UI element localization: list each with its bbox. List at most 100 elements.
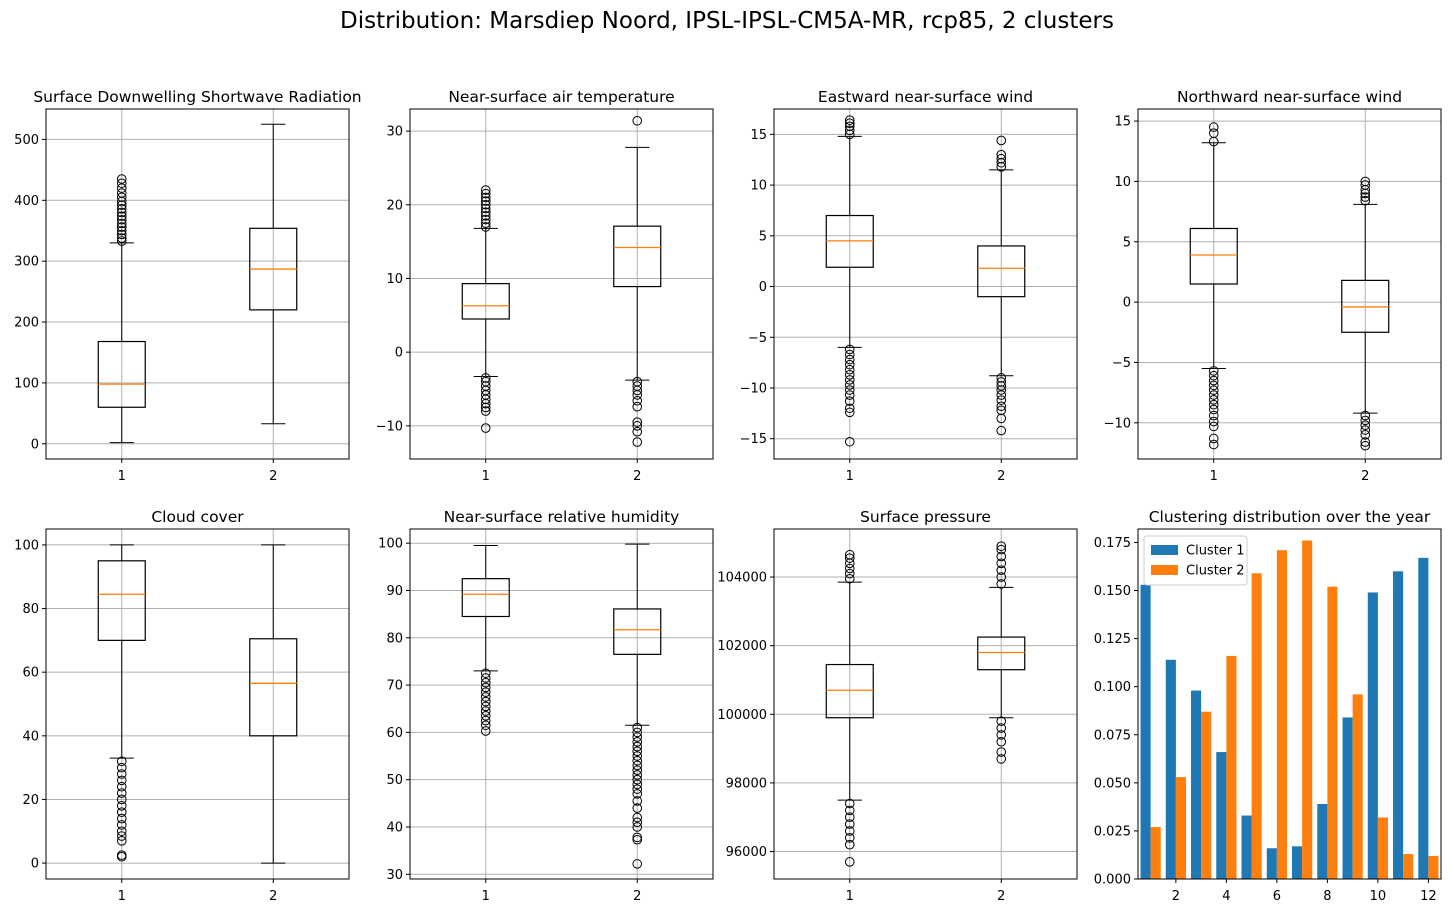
outlier-point bbox=[844, 121, 855, 132]
subplot-3: Eastward near-surface wind −15 −10 −5 0 5 10 15… bbox=[740, 88, 1078, 484]
outlier-point bbox=[1360, 410, 1371, 421]
bar bbox=[1377, 817, 1388, 879]
outlier-point bbox=[116, 225, 127, 236]
outlier-point bbox=[996, 551, 1007, 562]
y-tick-label: 200 bbox=[14, 316, 39, 331]
outlier-point bbox=[116, 183, 127, 193]
outlier-point bbox=[116, 851, 127, 862]
outlier-point bbox=[844, 118, 855, 129]
y-tick-label: 0.175 bbox=[1094, 536, 1131, 551]
y-tick-label: 60 bbox=[22, 666, 39, 681]
outlier-point bbox=[116, 762, 127, 773]
x-tick-label: 12 bbox=[1420, 889, 1437, 904]
outlier-point bbox=[632, 770, 643, 780]
outlier-point bbox=[844, 826, 855, 836]
outlier-point bbox=[1360, 437, 1371, 447]
y-tick-label: 0.125 bbox=[1094, 632, 1131, 647]
subplot-title: Clustering distribution over the year bbox=[1149, 508, 1431, 526]
outlier-point bbox=[996, 385, 1007, 395]
outlier-point bbox=[1208, 370, 1219, 381]
outlier-point bbox=[116, 781, 127, 792]
x-tick-label: 10 bbox=[1370, 889, 1387, 904]
outlier-point bbox=[480, 692, 491, 702]
outlier-point bbox=[1360, 415, 1371, 426]
outlier-point bbox=[844, 833, 855, 843]
outlier-point bbox=[632, 390, 643, 400]
axes-frame bbox=[773, 528, 1078, 880]
y-tick-label: 0 bbox=[31, 857, 39, 872]
outlier-point bbox=[116, 174, 127, 184]
subplot-6: Near-surface relative humidity 30 40 50 60 70… bbox=[378, 508, 714, 904]
outlier-point bbox=[480, 402, 491, 413]
outlier-point bbox=[480, 682, 491, 693]
outlier-point bbox=[996, 153, 1007, 164]
outlier-point bbox=[116, 820, 127, 830]
outlier-point bbox=[632, 817, 643, 828]
outlier-point bbox=[1208, 385, 1219, 396]
y-tick-label: 40 bbox=[22, 729, 39, 744]
outlier-point bbox=[480, 218, 491, 229]
bar bbox=[1342, 717, 1353, 879]
outlier-point bbox=[480, 677, 491, 688]
figure-title: Distribution: Marsdiep Noord, IPSL-IPSL-… bbox=[340, 8, 1114, 34]
outlier-point bbox=[996, 381, 1007, 391]
outlier-point bbox=[1208, 128, 1219, 138]
y-tick-label: 400 bbox=[14, 194, 39, 209]
box-2 bbox=[977, 541, 1026, 764]
outlier-point bbox=[632, 426, 643, 437]
outlier-point bbox=[1360, 176, 1371, 187]
outlier-point bbox=[844, 568, 855, 579]
outlier-point bbox=[1208, 390, 1219, 400]
outlier-point bbox=[116, 831, 127, 841]
outlier-point bbox=[632, 779, 643, 790]
subplot-8: Clustering distribution over the year 0.0… bbox=[1094, 508, 1442, 904]
outlier-point bbox=[116, 200, 127, 210]
outlier-point bbox=[996, 723, 1007, 733]
y-tick-label: 20 bbox=[386, 198, 403, 213]
outlier-point bbox=[1208, 122, 1219, 132]
subplot-1: Surface Downwelling Shortwave Radiation 0… bbox=[14, 88, 361, 484]
outlier-point bbox=[1208, 366, 1219, 376]
outlier-point bbox=[844, 403, 855, 414]
outlier-point bbox=[480, 398, 491, 409]
outlier-point bbox=[116, 188, 127, 198]
outlier-point bbox=[844, 359, 855, 370]
outlier-point bbox=[116, 178, 127, 189]
outlier-point bbox=[844, 798, 855, 809]
subplot-title: Cloud cover bbox=[151, 508, 244, 526]
outlier-point bbox=[480, 673, 491, 683]
axes-frame bbox=[45, 528, 350, 880]
outlier-point bbox=[116, 826, 127, 837]
bar bbox=[1201, 711, 1212, 879]
outlier-point bbox=[1360, 425, 1371, 435]
box-1 bbox=[97, 544, 146, 862]
x-tick-label: 2 bbox=[269, 889, 277, 904]
outlier-point bbox=[1208, 399, 1219, 410]
y-tick-label: 10 bbox=[750, 179, 767, 194]
y-tick-label: 0 bbox=[395, 346, 403, 361]
box-iqr bbox=[461, 283, 510, 320]
outlier-point bbox=[1360, 192, 1371, 202]
y-tick-label: 0.150 bbox=[1094, 584, 1131, 599]
outlier-point bbox=[480, 668, 491, 679]
outlier-point bbox=[844, 375, 855, 385]
legend-swatch bbox=[1151, 565, 1178, 575]
legend: Cluster 1 Cluster 2 bbox=[1143, 535, 1248, 586]
outlier-point bbox=[116, 214, 127, 225]
x-tick-label: 2 bbox=[997, 889, 1005, 904]
y-tick-label: 96000 bbox=[726, 845, 767, 860]
outlier-point bbox=[480, 715, 491, 726]
box-1 bbox=[461, 185, 510, 433]
axes-frame bbox=[45, 108, 350, 460]
outlier-point bbox=[844, 344, 855, 355]
outlier-point bbox=[632, 755, 643, 766]
outlier-point bbox=[480, 696, 491, 707]
outlier-point bbox=[844, 857, 855, 867]
outlier-point bbox=[996, 730, 1007, 740]
y-tick-label: 70 bbox=[386, 679, 403, 694]
outlier-point bbox=[116, 801, 127, 811]
outlier-point bbox=[632, 722, 643, 733]
y-tick-label: 10 bbox=[1114, 175, 1131, 190]
bar bbox=[1226, 655, 1237, 879]
box-iqr bbox=[1189, 227, 1238, 285]
